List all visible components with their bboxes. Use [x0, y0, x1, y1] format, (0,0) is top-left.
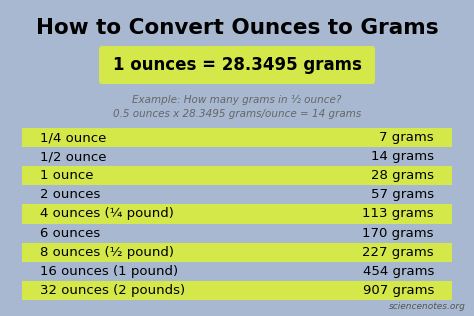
Text: 28 grams: 28 grams: [371, 169, 434, 182]
Text: 16 ounces (1 pound): 16 ounces (1 pound): [40, 265, 178, 278]
Text: 227 grams: 227 grams: [363, 246, 434, 259]
Bar: [22, 243, 452, 262]
Text: 1/2 ounce: 1/2 ounce: [40, 150, 107, 163]
FancyBboxPatch shape: [99, 46, 375, 84]
Text: sciencenotes.org: sciencenotes.org: [389, 302, 466, 311]
Text: 170 grams: 170 grams: [363, 227, 434, 240]
Text: 8 ounces (½ pound): 8 ounces (½ pound): [40, 246, 174, 259]
Text: How to Convert Ounces to Grams: How to Convert Ounces to Grams: [36, 18, 438, 38]
Text: 4 ounces (¼ pound): 4 ounces (¼ pound): [40, 208, 174, 221]
Bar: [22, 204, 452, 223]
Bar: [22, 166, 452, 185]
Text: 1/4 ounce: 1/4 ounce: [40, 131, 106, 144]
Text: 2 ounces: 2 ounces: [40, 188, 100, 201]
Bar: [22, 185, 452, 204]
Bar: [22, 147, 452, 166]
Text: 454 grams: 454 grams: [363, 265, 434, 278]
Bar: [22, 223, 452, 243]
Text: 1 ounces = 28.3495 grams: 1 ounces = 28.3495 grams: [112, 56, 362, 74]
Text: 113 grams: 113 grams: [363, 208, 434, 221]
Text: 6 ounces: 6 ounces: [40, 227, 100, 240]
Bar: [22, 262, 452, 281]
Text: 7 grams: 7 grams: [379, 131, 434, 144]
Text: 1 ounce: 1 ounce: [40, 169, 93, 182]
Bar: [22, 281, 452, 300]
Text: Example: How many grams in ½ ounce?: Example: How many grams in ½ ounce?: [132, 95, 342, 105]
Text: 0.5 ounces x 28.3495 grams/ounce = 14 grams: 0.5 ounces x 28.3495 grams/ounce = 14 gr…: [113, 109, 361, 119]
Text: 907 grams: 907 grams: [363, 284, 434, 297]
Text: 57 grams: 57 grams: [371, 188, 434, 201]
Bar: [22, 128, 452, 147]
Text: 14 grams: 14 grams: [371, 150, 434, 163]
Text: 32 ounces (2 pounds): 32 ounces (2 pounds): [40, 284, 185, 297]
